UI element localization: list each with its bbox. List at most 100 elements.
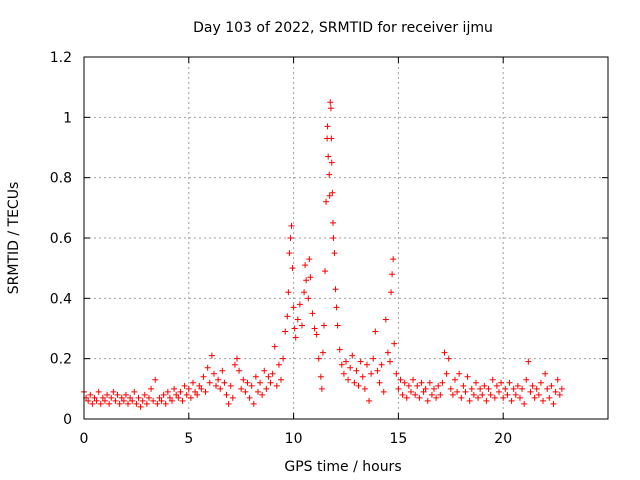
data-point bbox=[162, 400, 169, 407]
data-point bbox=[487, 391, 494, 398]
axis-ticks bbox=[83, 56, 608, 420]
data-point bbox=[512, 391, 519, 398]
data-point bbox=[334, 322, 341, 329]
data-point bbox=[496, 388, 503, 395]
data-point bbox=[556, 391, 563, 398]
data-point bbox=[458, 394, 465, 401]
data-point bbox=[399, 391, 406, 398]
data-point bbox=[104, 391, 111, 398]
data-point bbox=[223, 391, 230, 398]
data-point bbox=[263, 385, 270, 392]
data-point bbox=[215, 376, 222, 383]
data-point bbox=[332, 286, 339, 293]
data-point bbox=[242, 388, 249, 395]
data-point bbox=[378, 361, 385, 368]
data-point bbox=[531, 394, 538, 401]
data-point bbox=[95, 388, 102, 395]
data-point bbox=[422, 385, 429, 392]
x-tick-label: 10 bbox=[285, 431, 303, 447]
data-point bbox=[240, 376, 247, 383]
data-point bbox=[333, 304, 340, 311]
data-point bbox=[221, 379, 228, 386]
data-point bbox=[259, 391, 266, 398]
x-axis-label: GPS time / hours bbox=[284, 459, 401, 475]
data-point bbox=[187, 394, 194, 401]
data-point bbox=[443, 370, 450, 377]
data-point bbox=[391, 340, 398, 347]
data-point bbox=[101, 397, 108, 404]
data-point bbox=[309, 310, 316, 317]
data-point bbox=[137, 403, 144, 410]
data-point bbox=[407, 388, 414, 395]
data-point bbox=[328, 135, 335, 142]
data-point bbox=[523, 376, 530, 383]
data-point bbox=[372, 328, 379, 335]
data-point bbox=[148, 385, 155, 392]
data-point bbox=[370, 355, 377, 362]
data-point bbox=[114, 391, 121, 398]
data-point bbox=[540, 397, 547, 404]
data-point bbox=[322, 268, 329, 275]
data-point bbox=[525, 358, 532, 365]
data-point bbox=[357, 358, 364, 365]
data-point bbox=[292, 334, 299, 341]
data-point bbox=[265, 373, 272, 380]
data-point bbox=[275, 361, 282, 368]
data-point bbox=[412, 391, 419, 398]
data-point bbox=[550, 400, 557, 407]
data-point bbox=[93, 397, 100, 404]
data-point bbox=[267, 379, 274, 386]
data-point bbox=[327, 99, 334, 106]
data-point bbox=[447, 385, 454, 392]
data-point bbox=[166, 394, 173, 401]
data-point bbox=[286, 250, 293, 257]
data-point bbox=[456, 370, 463, 377]
data-point bbox=[91, 394, 98, 401]
data-point bbox=[311, 325, 318, 332]
data-point bbox=[254, 388, 261, 395]
data-point bbox=[189, 379, 196, 386]
data-point bbox=[527, 388, 534, 395]
data-point bbox=[552, 388, 559, 395]
data-point bbox=[468, 385, 475, 392]
y-tick-label: 0.6 bbox=[50, 231, 72, 247]
data-point bbox=[546, 394, 553, 401]
data-point bbox=[388, 289, 395, 296]
data-point bbox=[179, 397, 186, 404]
data-point bbox=[418, 379, 425, 386]
data-point bbox=[131, 388, 138, 395]
data-point bbox=[238, 385, 245, 392]
data-point bbox=[397, 376, 404, 383]
data-point bbox=[108, 394, 115, 401]
data-point bbox=[401, 379, 408, 386]
data-point bbox=[217, 385, 224, 392]
data-point bbox=[493, 382, 500, 389]
data-point bbox=[353, 367, 360, 374]
data-point bbox=[542, 370, 549, 377]
data-point bbox=[558, 385, 565, 392]
data-point bbox=[154, 400, 161, 407]
data-point bbox=[284, 313, 291, 320]
data-point bbox=[171, 385, 178, 392]
data-point bbox=[313, 331, 320, 338]
data-point bbox=[426, 379, 433, 386]
data-point bbox=[112, 397, 119, 404]
data-point bbox=[395, 385, 402, 392]
data-point bbox=[150, 397, 157, 404]
data-point bbox=[301, 289, 308, 296]
data-point bbox=[441, 349, 448, 356]
data-point bbox=[160, 391, 167, 398]
data-point bbox=[506, 379, 513, 386]
data-point bbox=[368, 370, 375, 377]
data-point bbox=[116, 400, 123, 407]
y-axis-label: SRMTID / TECUs bbox=[6, 182, 22, 295]
data-point bbox=[139, 397, 146, 404]
data-point bbox=[317, 373, 324, 380]
data-point bbox=[175, 394, 182, 401]
data-point bbox=[347, 364, 354, 371]
data-point bbox=[382, 316, 389, 323]
data-point bbox=[306, 256, 313, 263]
data-point bbox=[318, 385, 325, 392]
data-point bbox=[298, 322, 305, 329]
